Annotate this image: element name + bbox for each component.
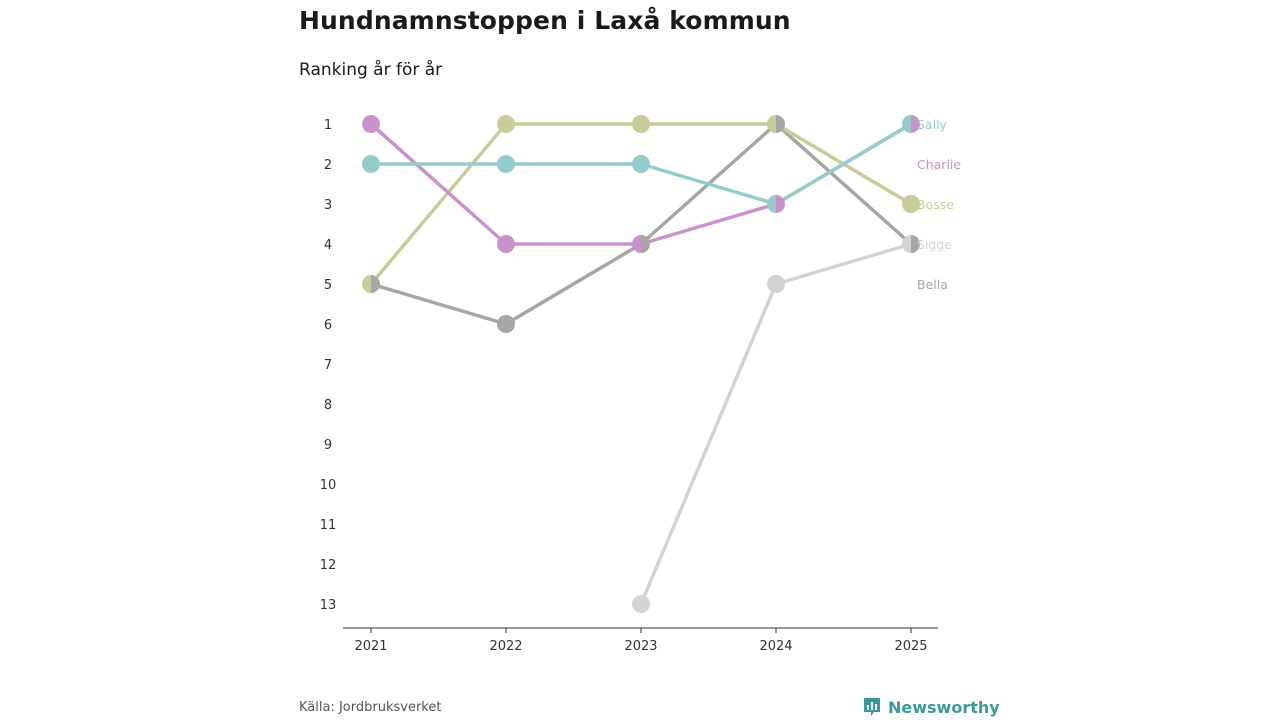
y-tick-label: 8 [324,398,332,413]
point-sally-2024 [767,195,776,213]
point-charlie-2021 [362,115,380,133]
point-sigge-2025 [902,235,911,253]
point-charlie-2022 [497,235,515,253]
point-bosse-2021 [362,275,371,293]
series-line-bosse [369,122,913,286]
point-sigge-2023 [632,595,650,613]
point-charlie-2024 [776,195,785,213]
y-tick-label: 2 [324,158,332,173]
end-label-charlie: Charlie [917,157,961,172]
y-tick-label: 5 [324,278,332,293]
y-tick-label: 11 [320,518,337,533]
x-axis-ticks: 2021 2022 2023 2024 2025 [354,628,928,654]
point-sally-2025 [902,115,911,133]
point-sigge-2024 [767,275,785,293]
series-line-charlie [369,122,913,246]
y-tick-label: 3 [324,198,332,213]
newsworthy-logo[interactable]: Newsworthy [862,696,1000,718]
brand-name: Newsworthy [888,697,1000,717]
point-sally-2023 [632,155,650,173]
point-bella-2024 [776,115,785,133]
y-tick-label: 13 [320,598,337,613]
point-bella-2022 [497,315,515,333]
point-bosse-2025 [902,195,920,213]
x-tick-label: 2025 [894,639,927,654]
point-charlie-2025 [911,115,920,133]
point-sally-2022 [497,155,515,173]
y-tick-label: 4 [324,238,332,253]
x-tick-label: 2021 [354,639,387,654]
point-bosse-2023 [632,115,650,133]
chart-subtitle: Ranking år för år [299,60,443,80]
x-tick-label: 2023 [624,639,657,654]
x-tick-label: 2024 [759,639,792,654]
chart-title: Hundnamnstoppen i Laxå kommun [299,6,791,35]
y-tick-label: 6 [324,318,332,333]
end-label-sally: Sally [917,117,948,132]
y-tick-label: 10 [320,478,337,493]
point-bella-2021 [371,275,380,293]
point-sally-2021 [362,155,380,173]
y-tick-label: 12 [320,558,337,573]
source-note: Källa: Jordbruksverket [299,700,442,715]
end-label-bella: Bella [917,277,948,292]
point-bella-2025 [911,235,920,253]
end-label-bosse: Bosse [917,197,954,212]
y-tick-label: 9 [324,438,332,453]
series-line-sigge [639,242,913,606]
point-bella-2023 [641,235,650,253]
series-points [362,115,920,613]
point-charlie-2023 [632,235,641,253]
series-lines [369,122,913,606]
y-tick-label: 7 [324,358,332,373]
newsworthy-icon [864,698,880,716]
point-bosse-2022 [497,115,515,133]
x-tick-label: 2022 [489,639,522,654]
point-bosse-2024 [767,115,776,133]
y-tick-label: 1 [324,118,332,133]
end-labels: Sally Charlie Bosse Sigge Bella [917,117,961,292]
end-label-sigge: Sigge [917,237,952,252]
